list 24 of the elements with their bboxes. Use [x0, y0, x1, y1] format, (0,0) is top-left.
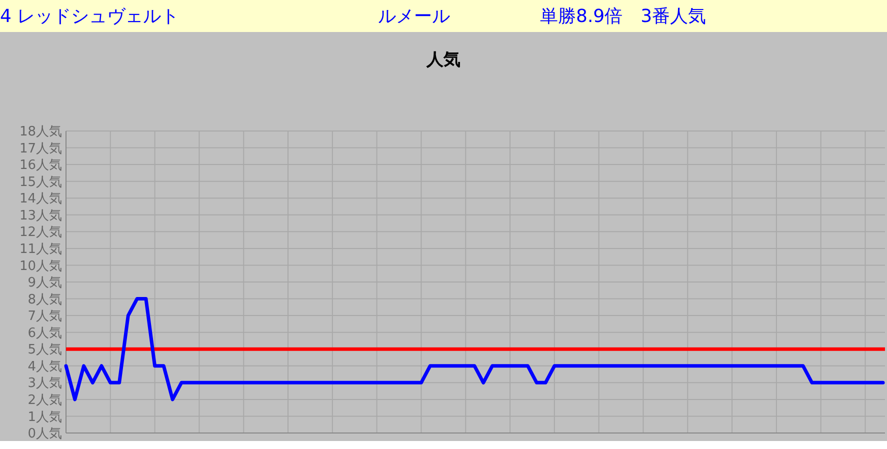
y-tick-label: 15人気	[19, 174, 62, 190]
y-tick-label: 3人気	[28, 376, 62, 392]
text: 単勝8.9倍 3番人気	[540, 6, 706, 27]
y-tick-label: 4人気	[28, 359, 62, 374]
y-tick-label: 9人気	[28, 276, 62, 291]
y-tick-label: 1人気	[28, 410, 62, 425]
y-tick-label: 12人気	[19, 225, 62, 240]
text: 4 レッドシュヴェルト	[0, 6, 180, 27]
y-tick-label: 14人気	[19, 192, 62, 207]
y-tick-label: 0人気	[28, 426, 62, 442]
text: ルメール	[378, 6, 450, 27]
y-tick-label: 7人気	[28, 309, 62, 324]
y-tick-label: 16人気	[19, 158, 62, 174]
y-tick-label: 11人気	[19, 242, 62, 257]
y-tick-label: 5人気	[28, 342, 62, 358]
chart-title: 人気	[426, 50, 460, 70]
line-series	[64, 297, 885, 402]
y-tick-label: 13人気	[19, 208, 62, 224]
y-tick-label: 6人気	[28, 326, 62, 341]
y-tick-label: 8人気	[28, 292, 62, 308]
y-tick-label: 2人気	[28, 392, 62, 408]
y-tick-label: 17人気	[19, 141, 62, 156]
y-tick-label: 18人気	[19, 124, 62, 140]
y-tick-label: 10人気	[19, 258, 62, 274]
